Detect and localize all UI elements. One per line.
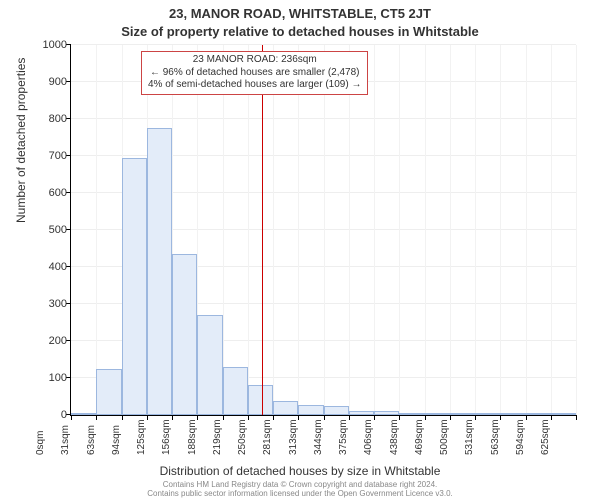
histogram-bar: [425, 413, 450, 415]
histogram-bar: [526, 413, 551, 415]
histogram-bar: [223, 367, 248, 415]
annotation-line-3: 4% of semi-detached houses are larger (1…: [148, 79, 361, 92]
x-axis-label: 313sqm: [288, 419, 299, 455]
histogram-bar: [500, 413, 525, 415]
marker-line: [262, 45, 263, 415]
chart-container: 23, MANOR ROAD, WHITSTABLE, CT5 2JT Size…: [0, 0, 600, 500]
x-axis-label: 188sqm: [187, 419, 198, 455]
plot-area: 010020030040050060070080090010000sqm31sq…: [70, 45, 576, 416]
histogram-bar: [96, 369, 121, 415]
gridline-v: [248, 45, 249, 415]
x-axis-label: 406sqm: [363, 419, 374, 455]
y-axis-label: 200: [49, 335, 71, 347]
x-axis-label: 531sqm: [464, 419, 475, 455]
histogram-bar: [197, 315, 222, 415]
gridline-v: [399, 45, 400, 415]
x-tick: [96, 415, 97, 420]
gridline-v: [349, 45, 350, 415]
histogram-bar: [273, 401, 298, 415]
annotation-line-2: ← 96% of detached houses are smaller (2,…: [148, 67, 361, 80]
x-tick: [576, 415, 577, 420]
histogram-bar: [298, 405, 323, 415]
page-title: 23, MANOR ROAD, WHITSTABLE, CT5 2JT: [0, 6, 600, 21]
gridline-v: [223, 45, 224, 415]
x-axis-label: 438sqm: [389, 419, 400, 455]
histogram-bar: [349, 411, 374, 415]
gridline-v: [551, 45, 552, 415]
histogram-bar: [374, 411, 399, 415]
x-axis-label: 469sqm: [414, 419, 425, 455]
histogram-bar: [551, 413, 576, 415]
gridline-v: [374, 45, 375, 415]
histogram-bar: [122, 158, 147, 415]
histogram-bar: [324, 406, 349, 415]
histogram-bar: [71, 413, 96, 415]
y-axis-label: 400: [49, 261, 71, 273]
x-tick: [172, 415, 173, 420]
histogram-bar: [147, 128, 172, 415]
x-axis-label: 94sqm: [111, 425, 122, 455]
x-axis-label: 563sqm: [490, 419, 501, 455]
gridline-v: [576, 45, 577, 415]
y-axis-label: 600: [49, 187, 71, 199]
x-axis-label: 125sqm: [136, 419, 147, 455]
x-axis-label: 0sqm: [35, 431, 46, 455]
histogram-bar: [475, 413, 500, 415]
y-axis-label: 700: [49, 150, 71, 162]
y-axis-label: 1000: [43, 39, 71, 51]
x-axis-label: 63sqm: [86, 425, 97, 455]
y-axis-label: 900: [49, 76, 71, 88]
gridline-v: [475, 45, 476, 415]
x-axis-title: Distribution of detached houses by size …: [0, 464, 600, 478]
x-axis-label: 594sqm: [515, 419, 526, 455]
gridline-v: [298, 45, 299, 415]
footer-line-2: Contains public sector information licen…: [0, 489, 600, 498]
gridline-v: [450, 45, 451, 415]
y-axis-title: Number of detached properties: [14, 58, 28, 223]
histogram-bar: [399, 413, 424, 415]
x-axis-label: 250sqm: [237, 419, 248, 455]
x-tick: [273, 415, 274, 420]
y-axis-label: 300: [49, 298, 71, 310]
gridline-v: [500, 45, 501, 415]
y-axis-label: 100: [49, 372, 71, 384]
gridline-v: [96, 45, 97, 415]
x-axis-label: 219sqm: [212, 419, 223, 455]
x-axis-label: 500sqm: [439, 419, 450, 455]
x-axis-label: 344sqm: [313, 419, 324, 455]
histogram-bar: [248, 385, 273, 415]
x-axis-label: 156sqm: [161, 419, 172, 455]
annotation-line-1: 23 MANOR ROAD: 236sqm: [148, 54, 361, 67]
histogram-bar: [172, 254, 197, 415]
histogram-bar: [450, 413, 475, 415]
footer-line-1: Contains HM Land Registry data © Crown c…: [0, 480, 600, 489]
x-axis-label: 31sqm: [60, 425, 71, 455]
y-axis-label: 800: [49, 113, 71, 125]
x-tick: [374, 415, 375, 420]
x-tick: [475, 415, 476, 420]
x-axis-label: 375sqm: [338, 419, 349, 455]
chart-title: Size of property relative to detached ho…: [0, 24, 600, 39]
annotation-box: 23 MANOR ROAD: 236sqm← 96% of detached h…: [141, 51, 368, 95]
footer-attribution: Contains HM Land Registry data © Crown c…: [0, 480, 600, 498]
x-axis-label: 281sqm: [262, 419, 273, 455]
gridline-v: [526, 45, 527, 415]
y-axis-label: 500: [49, 224, 71, 236]
x-tick: [122, 415, 123, 420]
y-axis-label: 0: [61, 409, 71, 421]
gridline-v: [324, 45, 325, 415]
gridline-v: [425, 45, 426, 415]
x-axis-label: 625sqm: [540, 419, 551, 455]
gridline-v: [273, 45, 274, 415]
x-tick: [71, 415, 72, 420]
